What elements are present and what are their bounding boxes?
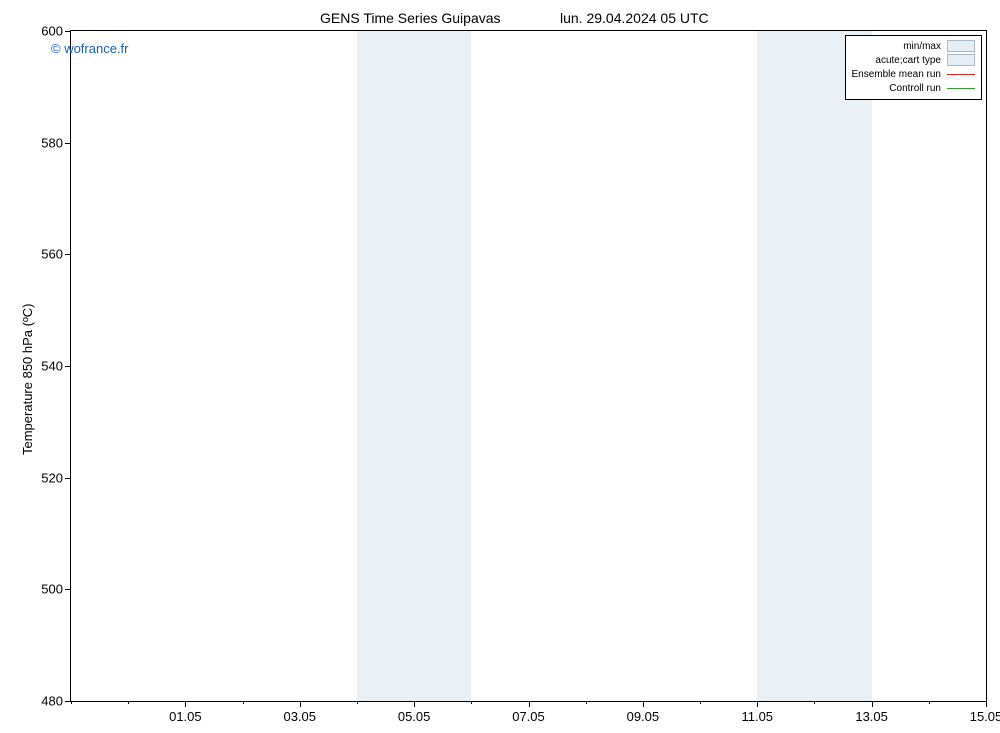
legend-item-label: min/max — [903, 41, 941, 52]
x-tick-label: 05.05 — [398, 701, 431, 724]
x-minor-tick — [586, 701, 587, 704]
y-tick-mark — [65, 254, 71, 255]
legend-swatch — [947, 68, 975, 80]
x-minor-tick — [700, 701, 701, 704]
y-axis-label: Temperature 850 hPa (ºC) — [20, 304, 35, 455]
x-tick-label: 09.05 — [627, 701, 660, 724]
legend-item: Ensemble mean run — [852, 67, 976, 81]
legend-swatch — [947, 82, 975, 94]
legend-item: acute;cart type — [852, 53, 976, 67]
legend-item: Controll run — [852, 81, 976, 95]
weekend-band — [757, 31, 871, 701]
y-tick-mark — [65, 366, 71, 367]
y-tick-mark — [65, 143, 71, 144]
x-minor-tick — [71, 701, 72, 704]
weekend-band — [357, 31, 471, 701]
x-minor-tick — [929, 701, 930, 704]
x-minor-tick — [814, 701, 815, 704]
x-tick-label: 15.05 — [970, 701, 1000, 724]
chart-title-right: lun. 29.04.2024 05 UTC — [560, 10, 709, 26]
legend-swatch — [947, 54, 975, 66]
x-minor-tick — [357, 701, 358, 704]
plot-area: © wofrance.fr min/maxacute;cart typeEnse… — [70, 30, 987, 702]
x-minor-tick — [243, 701, 244, 704]
legend-item-label: acute;cart type — [875, 55, 941, 66]
y-tick-mark — [65, 589, 71, 590]
legend-swatch — [947, 40, 975, 52]
x-minor-tick — [471, 701, 472, 704]
x-tick-label: 01.05 — [169, 701, 202, 724]
x-tick-label: 11.05 — [741, 701, 773, 724]
x-minor-tick — [128, 701, 129, 704]
legend-item: min/max — [852, 39, 976, 53]
x-tick-label: 13.05 — [855, 701, 888, 724]
y-tick-mark — [65, 31, 71, 32]
legend-item-label: Ensemble mean run — [852, 69, 942, 80]
x-tick-label: 03.05 — [283, 701, 316, 724]
watermark-text: © wofrance.fr — [51, 41, 129, 56]
legend-box: min/max acute;cart type Ensemble mean run C… — [845, 35, 983, 100]
chart-title-left: GENS Time Series Guipavas — [320, 10, 501, 26]
legend-item-label: Controll run — [889, 83, 941, 94]
chart-container: GENS Time Series Guipavas lun. 29.04.202… — [0, 0, 1000, 733]
x-tick-label: 07.05 — [512, 701, 545, 724]
y-tick-mark — [65, 478, 71, 479]
